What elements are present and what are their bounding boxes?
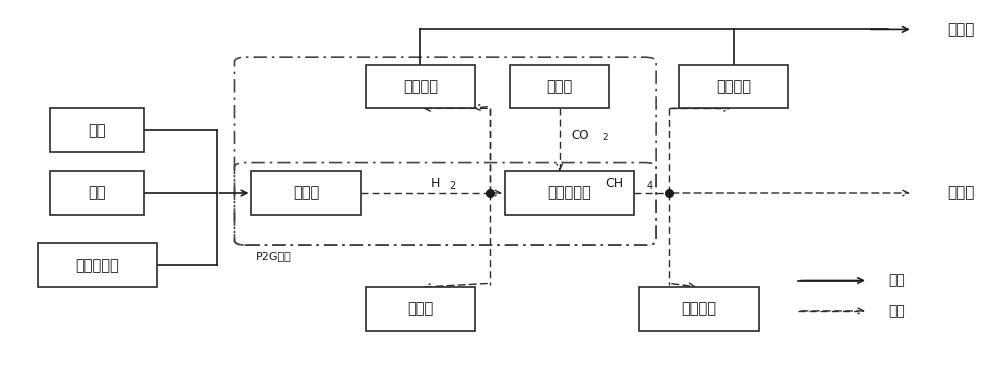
Text: 电解槽: 电解槽	[293, 186, 319, 200]
FancyBboxPatch shape	[366, 64, 475, 108]
Text: 燃汽轮机: 燃汽轮机	[716, 79, 751, 94]
Text: 储甲烷罐: 储甲烷罐	[681, 301, 716, 317]
Text: 燃料电池: 燃料电池	[403, 79, 438, 94]
Text: 2: 2	[602, 133, 608, 142]
Text: 气流: 气流	[888, 304, 905, 318]
Text: P2G系统: P2G系统	[256, 251, 292, 261]
Text: 电负荷: 电负荷	[948, 22, 975, 37]
Text: H: H	[431, 177, 440, 190]
Text: CH: CH	[605, 177, 623, 190]
Text: 甲烷反应器: 甲烷反应器	[548, 186, 591, 200]
Text: 气负荷: 气负荷	[948, 186, 975, 200]
FancyBboxPatch shape	[50, 108, 144, 152]
FancyBboxPatch shape	[251, 171, 361, 215]
Text: 柴油发电机: 柴油发电机	[75, 258, 119, 273]
FancyBboxPatch shape	[505, 171, 634, 215]
Text: 2: 2	[449, 181, 455, 191]
Text: 风机: 风机	[88, 123, 106, 138]
Text: CO: CO	[572, 129, 589, 142]
FancyBboxPatch shape	[510, 64, 609, 108]
Text: 电流: 电流	[888, 274, 905, 288]
Text: 储氢罐: 储氢罐	[407, 301, 434, 317]
Text: 碳捕集: 碳捕集	[547, 79, 573, 94]
FancyBboxPatch shape	[38, 244, 157, 287]
Text: 4: 4	[646, 181, 652, 191]
FancyBboxPatch shape	[639, 287, 759, 331]
FancyBboxPatch shape	[366, 287, 475, 331]
Text: 光伏: 光伏	[88, 186, 106, 200]
FancyBboxPatch shape	[50, 171, 144, 215]
FancyBboxPatch shape	[679, 64, 788, 108]
